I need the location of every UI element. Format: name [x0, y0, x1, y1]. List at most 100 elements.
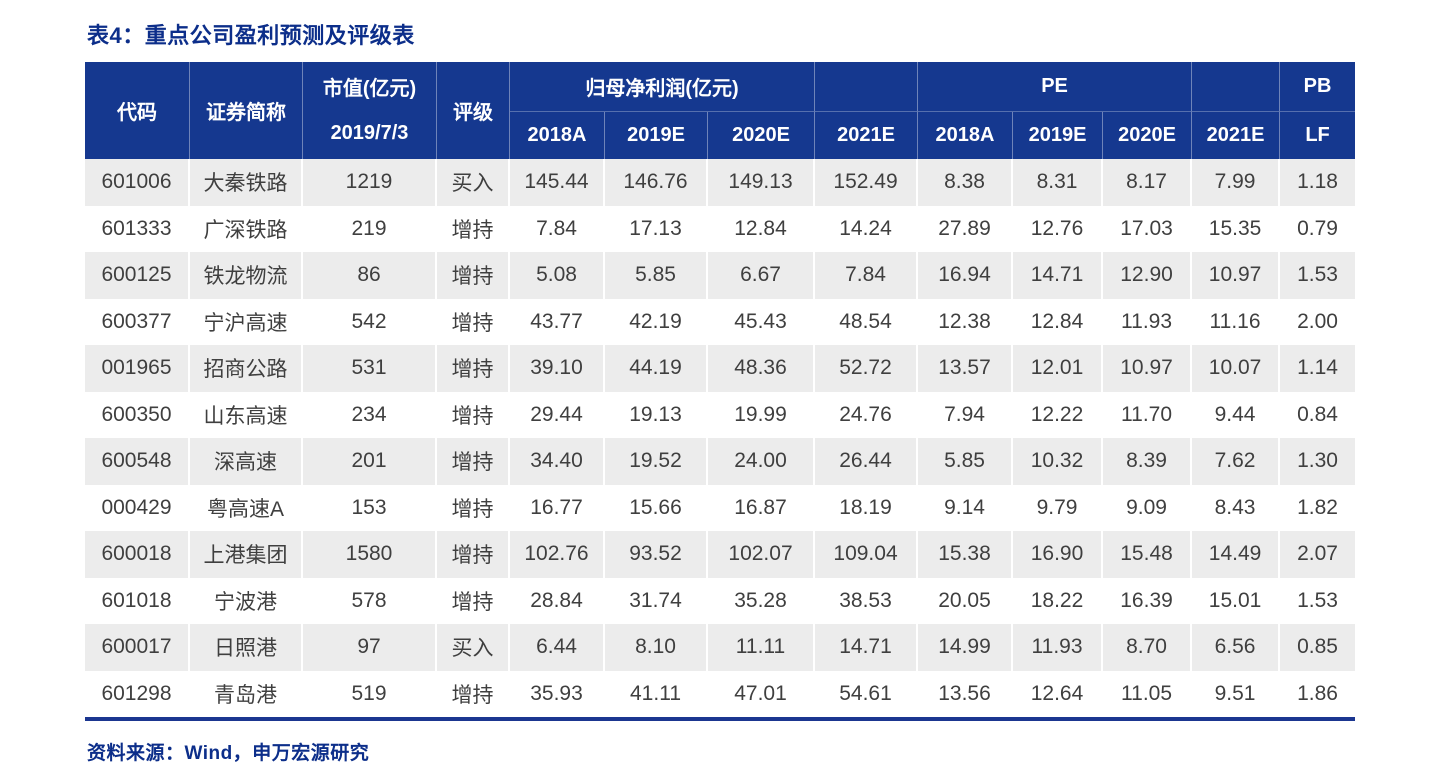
- cell-pb-lf: 1.14: [1280, 345, 1356, 392]
- cell-np-2020e: 45.43: [708, 298, 816, 345]
- table-row: 601333 广深铁路 219 增持 7.84 17.13 12.84 14.24 27.89 1…: [85, 205, 1355, 252]
- col-header-np-2019e: 2019E: [605, 112, 708, 159]
- cell-pe-2021e: 14.49: [1192, 531, 1281, 578]
- cell-np-2021e: 152.49: [815, 159, 919, 206]
- cell-code: 600548: [85, 438, 190, 485]
- cell-np-2019e: 15.66: [605, 484, 708, 531]
- cell-np-2019e: 41.11: [605, 670, 708, 717]
- col-header-pb: PB: [1280, 62, 1356, 112]
- cell-rating: 增持: [437, 345, 510, 392]
- mktcap-label-line2: 2019/7/3: [330, 121, 409, 144]
- cell-np-2020e: 12.84: [708, 205, 816, 252]
- cell-pb-lf: 1.53: [1297, 588, 1338, 612]
- cell-np-2021e: 14.24: [815, 205, 919, 252]
- cell-np-2019e: 5.85: [605, 252, 708, 299]
- cell-code: 000429: [85, 484, 190, 531]
- cell-pb-lf: 1.53: [1280, 252, 1356, 299]
- cell-np-2018a: 102.76: [510, 531, 605, 578]
- cell-pb-lf: 2.00: [1297, 309, 1338, 333]
- cell-rating: 增持: [437, 298, 510, 345]
- cell-np-2021e: 7.84: [815, 252, 919, 299]
- col-header-pe-2018a: 2018A: [918, 112, 1014, 159]
- cell-name: 招商公路: [190, 345, 303, 392]
- cell-pe-2019e: 11.93: [1013, 624, 1104, 671]
- cell-np-2018a: 29.44: [510, 391, 605, 438]
- cell-pe-2020e: 11.93: [1103, 298, 1193, 345]
- cell-pb-lf: 0.85: [1280, 624, 1356, 671]
- cell-pe-2020e: 15.48: [1103, 531, 1193, 578]
- cell-np-2021e: 18.19: [815, 484, 919, 531]
- cell-code: 601333: [85, 205, 190, 252]
- cell-code: 600017: [85, 624, 190, 671]
- cell-pe-2020e: 17.03: [1103, 205, 1193, 252]
- cell-mktcap: 578: [303, 577, 437, 624]
- table-body: 601006 大秦铁路 1219 买入 145.44 146.76 149.13 152.49…: [85, 159, 1356, 717]
- cell-code: 001965: [85, 345, 190, 392]
- cell-np-2018a: 16.77: [510, 484, 605, 531]
- data-source: 资料来源：Wind，申万宏源研究: [87, 743, 370, 764]
- cell-code: 601298: [85, 670, 190, 717]
- cell-np-2020e: 35.28: [708, 577, 816, 624]
- cell-mktcap: 86: [303, 252, 437, 299]
- cell-pe-2021e: 15.35: [1192, 205, 1281, 252]
- cell-np-2019e: 19.52: [605, 438, 708, 485]
- col-header-code: 代码: [85, 62, 190, 159]
- table-row: 600017 日照港 97 买入 6.44 8.10 11.11 14.71 14.99 11.9…: [85, 624, 1356, 671]
- col-group-net-profit: 归母净利润(亿元): [510, 62, 816, 112]
- cell-np-2019e: 146.76: [605, 159, 708, 206]
- cell-pe-2019e: 9.79: [1013, 484, 1104, 531]
- cell-pe-2020e: 8.70: [1103, 624, 1193, 671]
- cell-np-2018a: 6.44: [510, 624, 605, 671]
- cell-pb-lf: 1.30: [1280, 438, 1356, 485]
- cell-pe-2018a: 20.05: [918, 577, 1014, 624]
- cell-np-2018a: 39.10: [510, 345, 605, 392]
- cell-np-2021e: 26.44: [815, 438, 919, 485]
- col-header-np-2021e: 2021E: [815, 112, 919, 159]
- cell-np-2019e: 19.13: [605, 391, 708, 438]
- cell-np-2018a: 35.93: [510, 670, 605, 717]
- cell-mktcap: 542: [303, 298, 437, 345]
- cell-pe-2021e: 7.99: [1192, 159, 1281, 206]
- cell-code: 601018: [85, 577, 190, 624]
- cell-np-2020e: 48.36: [708, 345, 816, 392]
- table-row: 600548 深高速 201 增持 34.40 19.52 24.00 26.44 5.85 10…: [85, 438, 1356, 485]
- cell-mktcap: 1580: [303, 531, 437, 578]
- cell-pe-2021e: 10.07: [1192, 345, 1281, 392]
- cell-np-2021e: 38.53: [815, 577, 919, 624]
- table-row: 600377 宁沪高速 542 增持 43.77 42.19 45.43 48.54 12.38…: [85, 298, 1355, 345]
- table-row: 600125 铁龙物流 86 增持 5.08 5.85 6.67 7.84 16.94 14.71…: [85, 252, 1356, 299]
- table-row: 001965 招商公路 531 增持 39.10 44.19 48.36 52.72 13.57…: [85, 345, 1356, 392]
- cell-pe-2020e: 10.97: [1103, 345, 1193, 392]
- cell-name: 宁沪高速: [190, 298, 303, 345]
- cell-pe-2020e: 8.39: [1103, 438, 1193, 485]
- cell-np-2020e: 16.87: [708, 484, 816, 531]
- cell-rating: 增持: [437, 577, 510, 624]
- cell-pe-2018a: 12.38: [918, 298, 1014, 345]
- cell-code: 600125: [85, 252, 190, 299]
- cell-np-2020e: 24.00: [708, 438, 816, 485]
- cell-np-2018a: 28.84: [510, 577, 605, 624]
- cell-rating: 增持: [437, 438, 510, 485]
- cell-pe-2020e: 11.05: [1103, 670, 1193, 717]
- cell-pe-2019e: 12.76: [1013, 205, 1104, 252]
- cell-np-2021e: 52.72: [815, 345, 919, 392]
- cell-mktcap: 219: [303, 205, 437, 252]
- table-title: 表4：重点公司盈利预测及评级表: [87, 23, 415, 48]
- cell-mktcap: 97: [303, 624, 437, 671]
- cell-np-2021e: 24.76: [815, 391, 919, 438]
- cell-np-2021e: 109.04: [815, 531, 919, 578]
- cell-name: 山东高速: [190, 391, 303, 438]
- cell-code: 600377: [85, 298, 190, 345]
- cell-rating: 增持: [437, 670, 510, 717]
- col-header-mktcap: 市值(亿元) 2019/7/3: [303, 62, 437, 159]
- col-header-pe-2020e: 2020E: [1103, 112, 1193, 159]
- col-header-pe-2021e: 2021E: [1192, 112, 1281, 159]
- cell-pe-2019e: 8.31: [1013, 159, 1104, 206]
- col-header-np-2018a: 2018A: [510, 112, 605, 159]
- cell-pe-2018a: 13.56: [918, 670, 1014, 717]
- cell-rating: 买入: [437, 624, 510, 671]
- cell-name: 宁波港: [190, 577, 303, 624]
- cell-pe-2019e: 12.84: [1013, 298, 1104, 345]
- cell-pe-2018a: 9.14: [918, 484, 1014, 531]
- cell-pb-lf: 1.86: [1297, 681, 1338, 705]
